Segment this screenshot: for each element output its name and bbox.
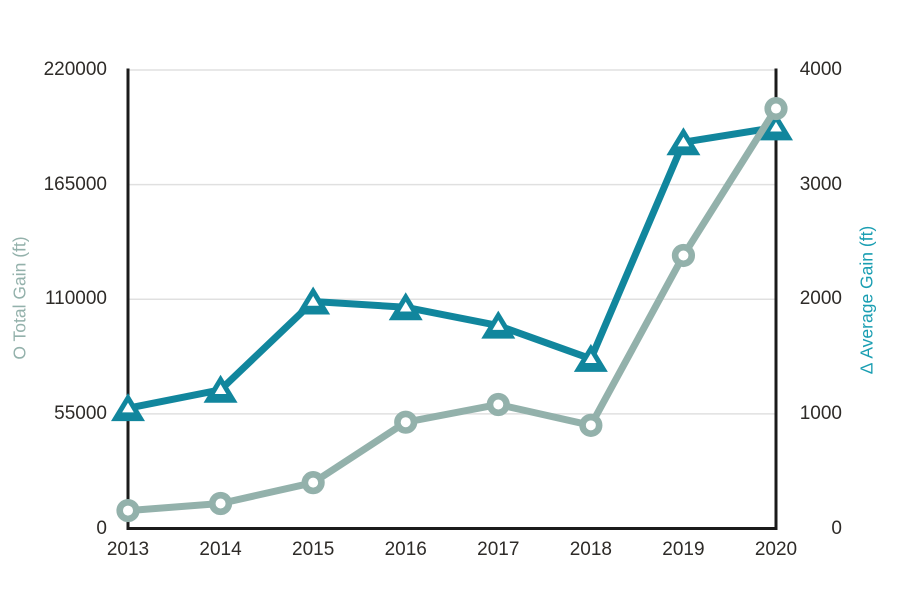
right-axis-tick-label: 1000 <box>799 402 842 424</box>
average-gain-point-inner <box>770 121 782 132</box>
average-gain-line <box>127 123 777 412</box>
average-gain-point-inner <box>307 296 319 306</box>
x-axis-tick-label: 2014 <box>199 539 242 560</box>
total-gain-point <box>208 491 233 516</box>
average-gain-point-inner <box>677 136 690 147</box>
average-gain-point-inner <box>585 353 597 364</box>
total-gain-point <box>301 471 325 495</box>
right-axis-title: Δ Average Gain (ft) <box>856 225 877 375</box>
total-gain-point <box>394 410 418 434</box>
x-axis-tick-label: 2017 <box>477 539 520 560</box>
left-axis-tick-label: 0 <box>96 517 107 539</box>
left-axis-tick-label: 220000 <box>43 59 107 80</box>
x-axis-tick-label: 2018 <box>569 539 612 560</box>
x-axis-tick-label: 2020 <box>754 539 798 560</box>
left-axis-tick-label: 110000 <box>45 288 107 310</box>
average-gain-point-inner <box>214 384 227 395</box>
left-axis-tick-label: 165000 <box>43 173 107 195</box>
average-gain-point-inner <box>122 402 134 413</box>
total-gain-point <box>116 498 140 523</box>
x-axis-tick-label: 2019 <box>662 539 705 560</box>
right-axis-tick-label: 2000 <box>799 288 842 310</box>
total-gain-point <box>486 392 510 417</box>
left-axis-title: O Total Gain (ft) <box>9 236 30 360</box>
total-gain-point <box>671 243 696 268</box>
x-axis-tick-label: 2016 <box>384 539 427 560</box>
right-axis-tick-label: 4000 <box>799 59 842 80</box>
average-gain-point-inner <box>492 320 505 330</box>
x-axis-tick-label: 2015 <box>292 539 335 560</box>
left-axis-tick-label: 55000 <box>54 402 107 424</box>
average-gain-point-inner <box>399 301 412 312</box>
total-gain-line <box>127 106 779 515</box>
total-gain-point <box>579 413 603 437</box>
right-axis-tick-label: 3000 <box>799 173 842 195</box>
right-axis-tick-label: 0 <box>831 517 842 539</box>
x-axis-tick-label: 2013 <box>106 539 150 560</box>
total-gain-point <box>764 96 788 121</box>
